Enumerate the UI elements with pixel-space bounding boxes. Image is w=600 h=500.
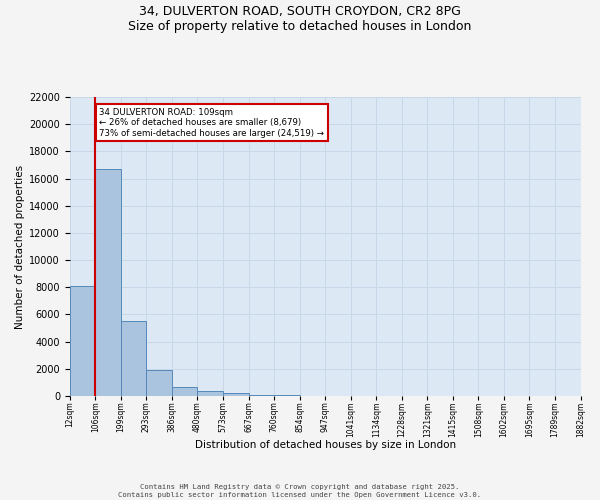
Bar bbox=[197, 392, 223, 396]
Bar bbox=[172, 387, 197, 396]
Bar bbox=[223, 394, 248, 396]
Bar bbox=[274, 395, 299, 396]
Bar bbox=[95, 169, 121, 396]
Y-axis label: Number of detached properties: Number of detached properties bbox=[15, 164, 25, 328]
X-axis label: Distribution of detached houses by size in London: Distribution of detached houses by size … bbox=[194, 440, 455, 450]
Text: Contains HM Land Registry data © Crown copyright and database right 2025.
Contai: Contains HM Land Registry data © Crown c… bbox=[118, 484, 482, 498]
Text: 34 DULVERTON ROAD: 109sqm
← 26% of detached houses are smaller (8,679)
73% of se: 34 DULVERTON ROAD: 109sqm ← 26% of detac… bbox=[99, 108, 324, 138]
Bar bbox=[70, 286, 95, 396]
Text: 34, DULVERTON ROAD, SOUTH CROYDON, CR2 8PG
Size of property relative to detached: 34, DULVERTON ROAD, SOUTH CROYDON, CR2 8… bbox=[128, 5, 472, 33]
Bar bbox=[146, 370, 172, 396]
Bar bbox=[248, 394, 274, 396]
Bar bbox=[121, 322, 146, 396]
